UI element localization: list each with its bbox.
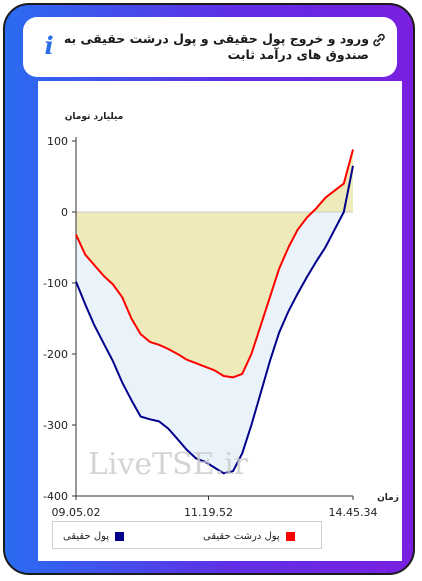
widget-frame: i ورود و خروج پول حقیقی و پول درشت حقیقی… bbox=[3, 3, 415, 575]
legend-item-big-real[interactable]: پول درشت حقیقی bbox=[203, 528, 295, 544]
watermark: LiveTSE.ir bbox=[88, 447, 249, 482]
y-tick-label: 100 bbox=[47, 135, 68, 148]
y-tick-label: 0 bbox=[61, 206, 68, 219]
legend-label: پول حقیقی bbox=[63, 530, 110, 542]
info-icon[interactable]: i bbox=[44, 31, 54, 60]
x-tick-label: 09.05.02 bbox=[52, 506, 101, 519]
legend-swatch bbox=[285, 531, 295, 541]
chart-svg: 100 0 -100 -200 -300 -400 09.05.02 11.19.52 14.4… bbox=[43, 112, 399, 519]
area-big-real bbox=[76, 149, 353, 378]
legend-label: پول درشت حقیقی bbox=[203, 530, 280, 542]
y-tick-label: -100 bbox=[43, 277, 68, 290]
y-tick-label: -200 bbox=[43, 348, 68, 361]
chart-panel: 100 0 -100 -200 -300 -400 09.05.02 11.19.52 14.4… bbox=[38, 81, 402, 561]
x-axis-label: زمان bbox=[377, 493, 399, 503]
link-icon[interactable] bbox=[371, 32, 387, 48]
header-card: i ورود و خروج پول حقیقی و پول درشت حقیقی… bbox=[23, 17, 397, 77]
chart-title: ورود و خروج پول حقیقی و پول درشت حقیقی ب… bbox=[63, 31, 369, 62]
series-line-big-real bbox=[75, 149, 354, 379]
series-line-real bbox=[75, 165, 354, 475]
y-axis-label: میلیارد تومان bbox=[65, 112, 124, 122]
legend-item-real[interactable]: پول حقیقی bbox=[63, 528, 125, 544]
x-tick-label: 11.19.52 bbox=[184, 506, 233, 519]
y-tick-label: -400 bbox=[43, 490, 68, 503]
y-tick-label: -300 bbox=[43, 419, 68, 432]
legend-swatch bbox=[115, 531, 125, 541]
legend: پول درشت حقیقی پول حقیقی bbox=[52, 521, 322, 549]
x-tick-label: 14.45.34 bbox=[329, 506, 378, 519]
